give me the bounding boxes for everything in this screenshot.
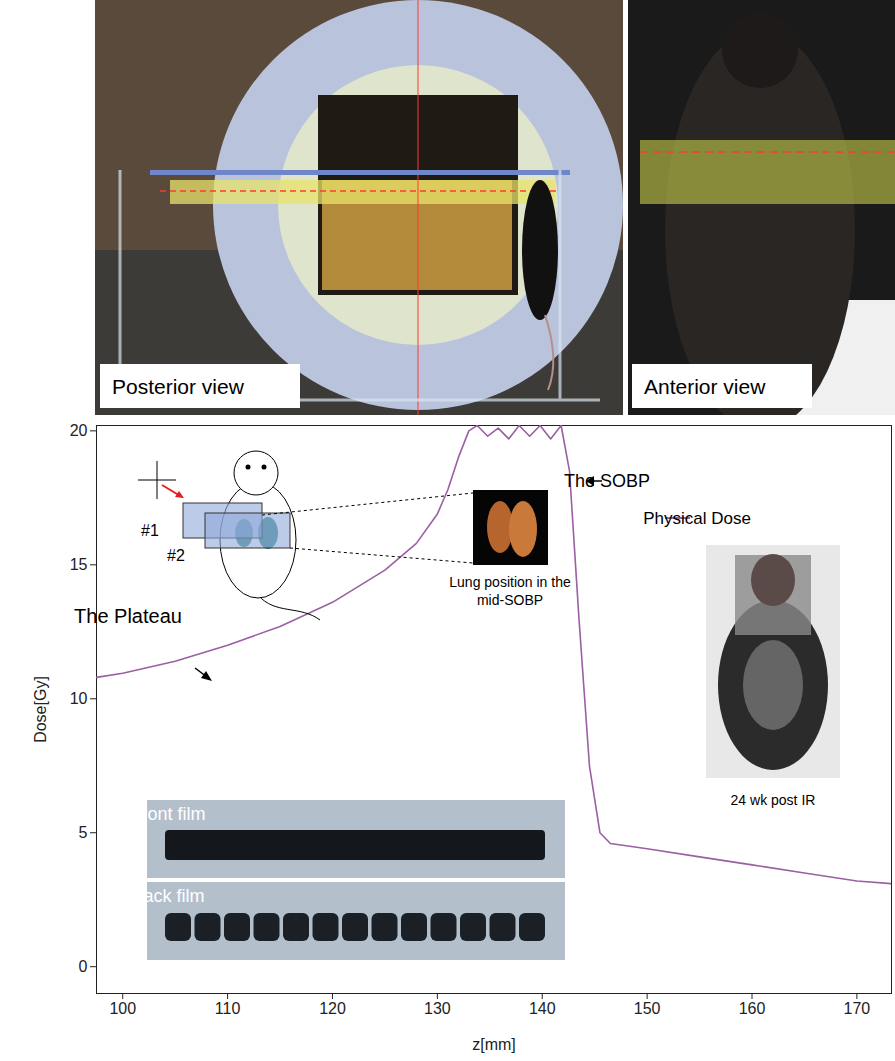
- svg-text:110: 110: [215, 1000, 241, 1017]
- svg-text:Dose[Gy]: Dose[Gy]: [32, 676, 49, 743]
- svg-text:130: 130: [424, 1000, 451, 1017]
- svg-text:15: 15: [70, 556, 88, 573]
- svg-text:The SOBP: The SOBP: [564, 471, 650, 491]
- svg-text:140: 140: [529, 1000, 556, 1017]
- svg-text:170: 170: [844, 1000, 871, 1017]
- svg-text:#1: #1: [141, 522, 159, 539]
- svg-text:Lung position in the: Lung position in the: [449, 574, 571, 590]
- svg-text:#2: Back film: #2: Back film: [101, 886, 204, 906]
- svg-text:Anterior view: Anterior view: [644, 375, 766, 398]
- svg-text:160: 160: [739, 1000, 766, 1017]
- svg-text:5: 5: [79, 824, 88, 841]
- svg-text:Posterior view: Posterior view: [112, 375, 245, 398]
- svg-text:0: 0: [79, 958, 88, 975]
- svg-text:24 wk post IR: 24 wk post IR: [731, 792, 816, 808]
- svg-text:10: 10: [70, 690, 88, 707]
- svg-text:150: 150: [634, 1000, 661, 1017]
- svg-text:Physical Dose: Physical Dose: [643, 509, 751, 528]
- svg-text:#2: #2: [167, 547, 185, 564]
- svg-text:20: 20: [70, 422, 88, 439]
- svg-text:100: 100: [109, 1000, 136, 1017]
- svg-text:The Plateau: The Plateau: [74, 605, 182, 627]
- svg-text:mid-SOBP: mid-SOBP: [477, 592, 543, 608]
- svg-text:120: 120: [319, 1000, 346, 1017]
- svg-text:z[mm]: z[mm]: [472, 1036, 516, 1053]
- svg-text:#1: Front film: #1: Front film: [100, 804, 205, 824]
